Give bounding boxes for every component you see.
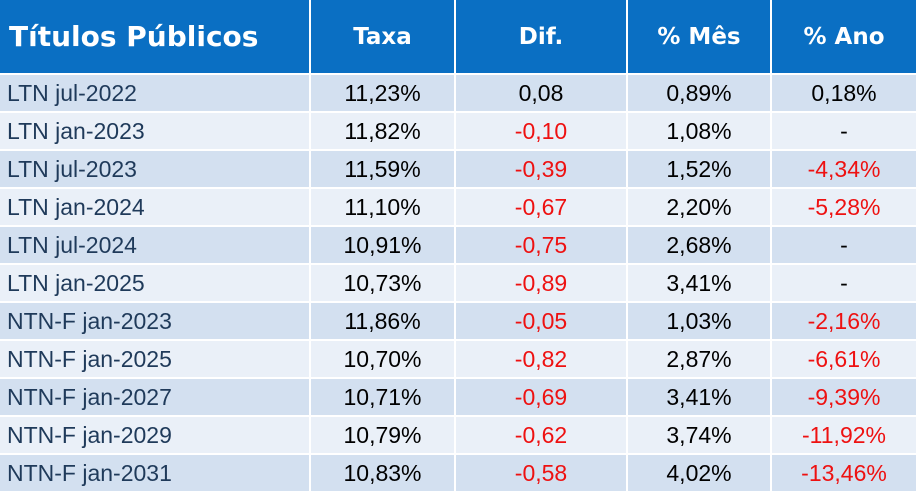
cell-taxa: 11,59% xyxy=(310,150,456,189)
cell-taxa: 10,91% xyxy=(310,226,456,265)
cell-dif: -0,39 xyxy=(455,150,628,189)
cell-mes: 0,89% xyxy=(627,74,772,113)
header-dif: Dif. xyxy=(455,0,628,75)
cell-taxa: 10,70% xyxy=(310,340,456,379)
cell-ano: -9,39% xyxy=(771,378,916,417)
cell-dif: -0,89 xyxy=(455,264,628,303)
cell-ano: -11,92% xyxy=(771,416,916,455)
table-row: NTN-F jan-2029 10,79% -0,62 3,74% -11,92% xyxy=(0,416,916,455)
cell-ano: -6,61% xyxy=(771,340,916,379)
cell-ano: -5,28% xyxy=(771,188,916,227)
table-header-row: Títulos Públicos Taxa Dif. % Mês % Ano xyxy=(0,0,916,75)
cell-ano: - xyxy=(771,226,916,265)
cell-name: NTN-F jan-2025 xyxy=(0,340,311,379)
cell-taxa: 11,82% xyxy=(310,112,456,151)
cell-dif: 0,08 xyxy=(455,74,628,113)
cell-mes: 4,02% xyxy=(627,454,772,493)
cell-dif: -0,69 xyxy=(455,378,628,417)
cell-name: NTN-F jan-2027 xyxy=(0,378,311,417)
table-body: LTN jul-2022 11,23% 0,08 0,89% 0,18% LTN jan-… xyxy=(0,74,916,493)
table-row: LTN jan-2024 11,10% -0,67 2,20% -5,28% xyxy=(0,188,916,227)
cell-name: LTN jul-2022 xyxy=(0,74,311,113)
cell-name: NTN-F jan-2029 xyxy=(0,416,311,455)
cell-mes: 2,87% xyxy=(627,340,772,379)
cell-ano: - xyxy=(771,112,916,151)
cell-dif: -0,10 xyxy=(455,112,628,151)
cell-mes: 1,03% xyxy=(627,302,772,341)
cell-name: NTN-F jan-2023 xyxy=(0,302,311,341)
cell-ano: -4,34% xyxy=(771,150,916,189)
cell-dif: -0,05 xyxy=(455,302,628,341)
cell-mes: 3,41% xyxy=(627,264,772,303)
table-row: NTN-F jan-2027 10,71% -0,69 3,41% -9,39% xyxy=(0,378,916,417)
cell-taxa: 10,83% xyxy=(310,454,456,493)
table-row: LTN jul-2022 11,23% 0,08 0,89% 0,18% xyxy=(0,74,916,113)
cell-name: LTN jan-2025 xyxy=(0,264,311,303)
table-row: LTN jul-2023 11,59% -0,39 1,52% -4,34% xyxy=(0,150,916,189)
cell-dif: -0,67 xyxy=(455,188,628,227)
header-mes: % Mês xyxy=(627,0,772,75)
table-row: NTN-F jan-2031 10,83% -0,58 4,02% -13,46% xyxy=(0,454,916,493)
cell-taxa: 11,10% xyxy=(310,188,456,227)
table-row: LTN jan-2025 10,73% -0,89 3,41% - xyxy=(0,264,916,303)
cell-dif: -0,62 xyxy=(455,416,628,455)
cell-mes: 1,08% xyxy=(627,112,772,151)
cell-taxa: 11,23% xyxy=(310,74,456,113)
cell-taxa: 10,73% xyxy=(310,264,456,303)
cell-taxa: 11,86% xyxy=(310,302,456,341)
table-row: NTN-F jan-2025 10,70% -0,82 2,87% -6,61% xyxy=(0,340,916,379)
table-row: NTN-F jan-2023 11,86% -0,05 1,03% -2,16% xyxy=(0,302,916,341)
cell-ano: -13,46% xyxy=(771,454,916,493)
cell-taxa: 10,79% xyxy=(310,416,456,455)
table-row: LTN jul-2024 10,91% -0,75 2,68% - xyxy=(0,226,916,265)
cell-name: NTN-F jan-2031 xyxy=(0,454,311,493)
header-ano: % Ano xyxy=(771,0,916,75)
table-row: LTN jan-2023 11,82% -0,10 1,08% - xyxy=(0,112,916,151)
cell-name: LTN jul-2024 xyxy=(0,226,311,265)
cell-name: LTN jul-2023 xyxy=(0,150,311,189)
cell-dif: -0,82 xyxy=(455,340,628,379)
cell-name: LTN jan-2023 xyxy=(0,112,311,151)
cell-name: LTN jan-2024 xyxy=(0,188,311,227)
header-taxa: Taxa xyxy=(310,0,456,75)
cell-ano: 0,18% xyxy=(771,74,916,113)
cell-mes: 3,41% xyxy=(627,378,772,417)
cell-dif: -0,58 xyxy=(455,454,628,493)
cell-mes: 2,20% xyxy=(627,188,772,227)
cell-ano: -2,16% xyxy=(771,302,916,341)
cell-taxa: 10,71% xyxy=(310,378,456,417)
header-titulos: Títulos Públicos xyxy=(0,0,311,75)
cell-mes: 3,74% xyxy=(627,416,772,455)
cell-mes: 2,68% xyxy=(627,226,772,265)
cell-mes: 1,52% xyxy=(627,150,772,189)
cell-dif: -0,75 xyxy=(455,226,628,265)
cell-ano: - xyxy=(771,264,916,303)
